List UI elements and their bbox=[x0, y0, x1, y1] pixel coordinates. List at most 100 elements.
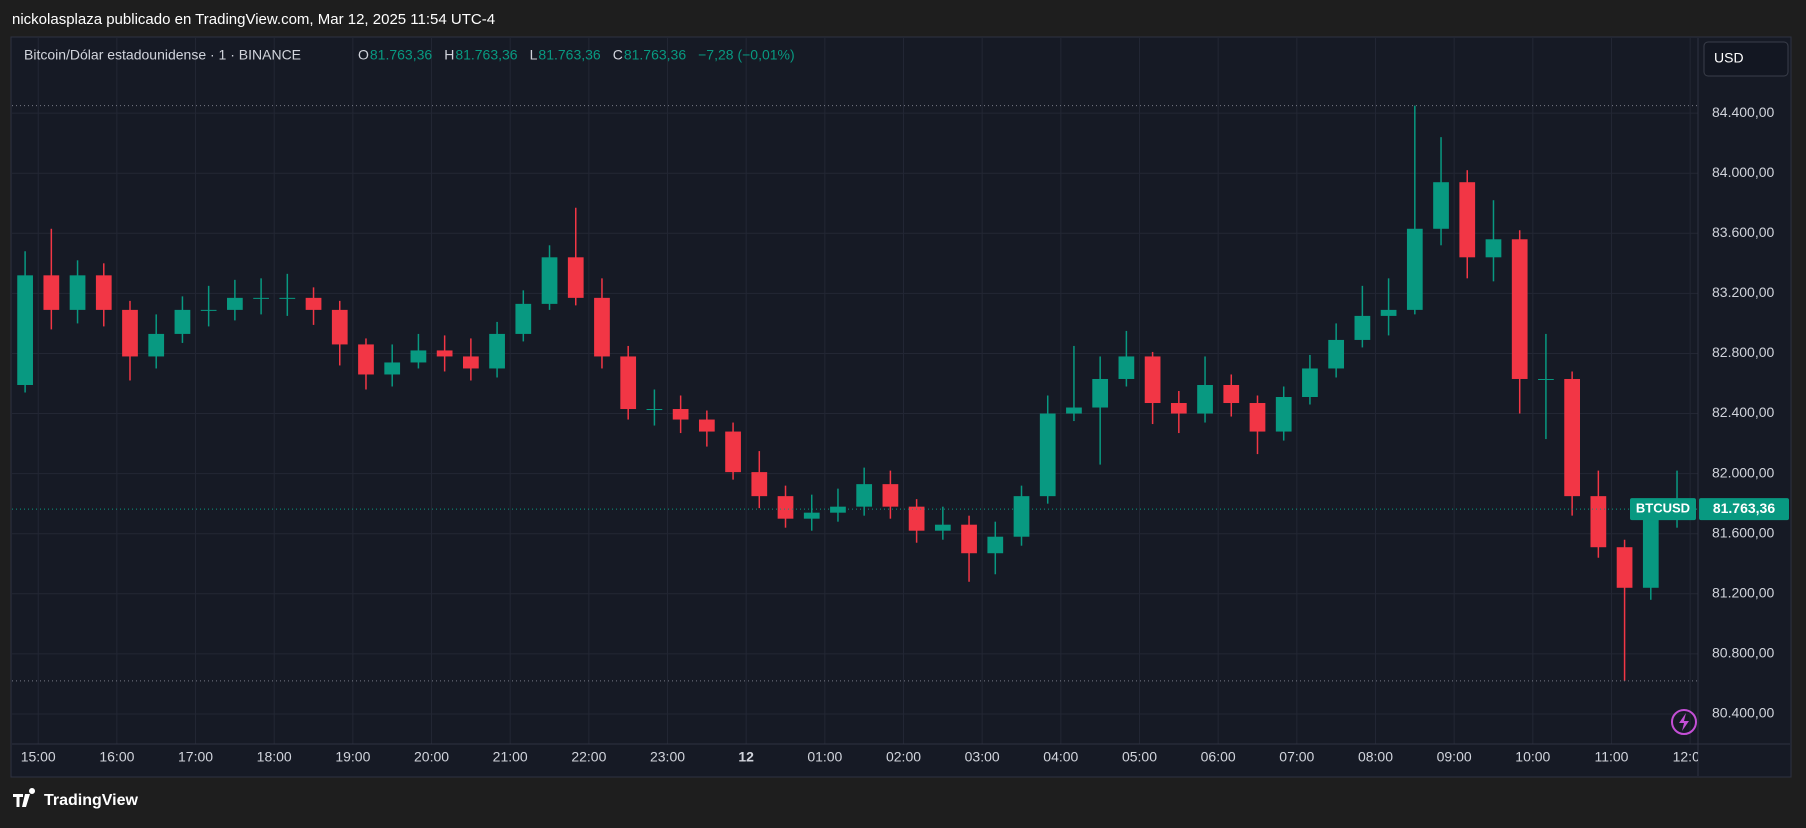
candle-body bbox=[1590, 496, 1607, 548]
x-tick-label: 22:00 bbox=[571, 749, 606, 765]
candle-body bbox=[410, 350, 427, 363]
x-tick-label: 16:00 bbox=[99, 749, 134, 765]
x-tick-label: 19:00 bbox=[335, 749, 370, 765]
candle-body bbox=[1616, 547, 1633, 588]
x-tick-label: 17:00 bbox=[178, 749, 213, 765]
byline: nickolasplaza publicado en TradingView.c… bbox=[12, 11, 495, 28]
price-axis: 80.400,00 80.800,00 81.200,00 81.600,00 82.0… bbox=[1712, 104, 1774, 721]
legend-o-key: O bbox=[358, 47, 369, 63]
candle-body bbox=[305, 297, 322, 310]
candle-body bbox=[1118, 356, 1135, 379]
candle-body bbox=[1380, 309, 1397, 316]
candle-body bbox=[200, 309, 217, 311]
price-tag-label: 81.763,36 bbox=[1713, 500, 1775, 516]
candle-body bbox=[69, 275, 86, 310]
candle-body bbox=[489, 333, 505, 369]
y-tick-label: 81.600,00 bbox=[1712, 524, 1774, 540]
candle-body bbox=[384, 362, 401, 375]
chart-panel bbox=[10, 36, 1792, 778]
candle-body bbox=[777, 496, 794, 519]
y-tick-label: 80.800,00 bbox=[1712, 645, 1774, 661]
x-tick-label: 08:00 bbox=[1358, 749, 1393, 765]
time-axis: 15:00 16:00 17:00 18:00 19:00 20:00 21:00 22:00… bbox=[21, 749, 1708, 765]
candle-body bbox=[174, 309, 191, 334]
candle-body bbox=[830, 506, 846, 513]
currency-label: USD bbox=[1714, 50, 1744, 66]
candle-body bbox=[1538, 378, 1554, 380]
y-tick-label: 82.800,00 bbox=[1712, 344, 1774, 360]
candle-body bbox=[1066, 407, 1082, 414]
x-tick-label: 07:00 bbox=[1279, 749, 1314, 765]
y-tick-label: 83.600,00 bbox=[1712, 224, 1774, 240]
candle-body bbox=[1328, 339, 1345, 369]
x-tick-label: 12 bbox=[738, 749, 754, 765]
candle-body bbox=[1092, 378, 1109, 408]
x-tick-label: 02:00 bbox=[886, 749, 921, 765]
candles-layer bbox=[12, 105, 1698, 682]
candle-body bbox=[646, 409, 663, 411]
x-tick-label: 21:00 bbox=[493, 749, 528, 765]
ohlc-legend: O 81.763,36 H 81.763,36 L 81.763,36 C 81.763,36… bbox=[358, 47, 795, 63]
y-tick-label: 82.000,00 bbox=[1712, 464, 1774, 480]
candle-body bbox=[1275, 397, 1292, 432]
candle-body bbox=[515, 303, 532, 334]
x-tick-label: 04:00 bbox=[1043, 749, 1078, 765]
legend-c-key: C bbox=[613, 47, 623, 63]
candle-body bbox=[148, 333, 165, 357]
candle-body bbox=[227, 297, 243, 310]
y-tick-label: 84.000,00 bbox=[1712, 164, 1774, 180]
legend: Bitcoin/Dólar estadounidense · 1 · BINAN… bbox=[24, 47, 301, 63]
y-tick-label: 82.400,00 bbox=[1712, 404, 1774, 420]
symbol-tag: BTCUSD bbox=[1636, 501, 1690, 516]
candle-body bbox=[961, 524, 977, 554]
symbol: Bitcoin/Dólar estadounidense · 1 · BINAN… bbox=[24, 47, 301, 63]
x-tick-label: 10:00 bbox=[1515, 749, 1550, 765]
y-tick-label: 83.200,00 bbox=[1712, 284, 1774, 300]
legend-o: 81.763,36 bbox=[370, 47, 432, 63]
lightning-button[interactable] bbox=[1671, 709, 1697, 735]
candle-body bbox=[436, 350, 453, 357]
candle-body bbox=[358, 344, 374, 375]
candle-body bbox=[1302, 368, 1318, 398]
price-tag: BTCUSD 81.763,36 bbox=[1630, 498, 1789, 521]
candle-body bbox=[1511, 239, 1528, 379]
candle-body bbox=[725, 431, 741, 473]
candle-body bbox=[122, 309, 138, 357]
legend-change: −7,28 (−0,01%) bbox=[698, 47, 795, 63]
brand: TradingView bbox=[44, 792, 139, 809]
candle-body bbox=[908, 506, 925, 531]
candle-body bbox=[1144, 356, 1161, 404]
candle-body bbox=[1223, 384, 1240, 404]
candle-body bbox=[462, 356, 479, 369]
candle-body bbox=[1354, 315, 1371, 340]
candle-body bbox=[1197, 384, 1213, 414]
legend-c: 81.763,36 bbox=[624, 47, 686, 63]
grid-layer bbox=[12, 38, 1698, 744]
candle-body bbox=[1013, 496, 1030, 537]
candle-body bbox=[567, 257, 584, 298]
candle-body bbox=[1433, 182, 1449, 229]
x-tick-label: 15:00 bbox=[21, 749, 56, 765]
candle-body bbox=[751, 472, 768, 497]
candle-body bbox=[803, 512, 820, 519]
candle-body bbox=[1170, 403, 1187, 414]
x-tick-label: 12:00 bbox=[1673, 749, 1708, 765]
x-tick-label: 20:00 bbox=[414, 749, 449, 765]
candle-body bbox=[882, 484, 899, 507]
candle-body bbox=[1039, 413, 1056, 497]
candle-body bbox=[856, 484, 873, 507]
y-tick-label: 80.400,00 bbox=[1712, 705, 1774, 721]
candle-body bbox=[1485, 239, 1502, 258]
x-tick-label: 11:00 bbox=[1594, 749, 1628, 765]
y-tick-label: 84.400,00 bbox=[1712, 104, 1774, 120]
brand-logo bbox=[13, 788, 36, 807]
x-tick-label: 03:00 bbox=[965, 749, 1000, 765]
x-tick-label: 05:00 bbox=[1122, 749, 1157, 765]
candle-body bbox=[1459, 182, 1476, 258]
candle-body bbox=[1249, 403, 1266, 432]
x-tick-label: 01:00 bbox=[807, 749, 842, 765]
candle-body bbox=[698, 419, 715, 432]
currency-button[interactable] bbox=[1703, 41, 1789, 77]
